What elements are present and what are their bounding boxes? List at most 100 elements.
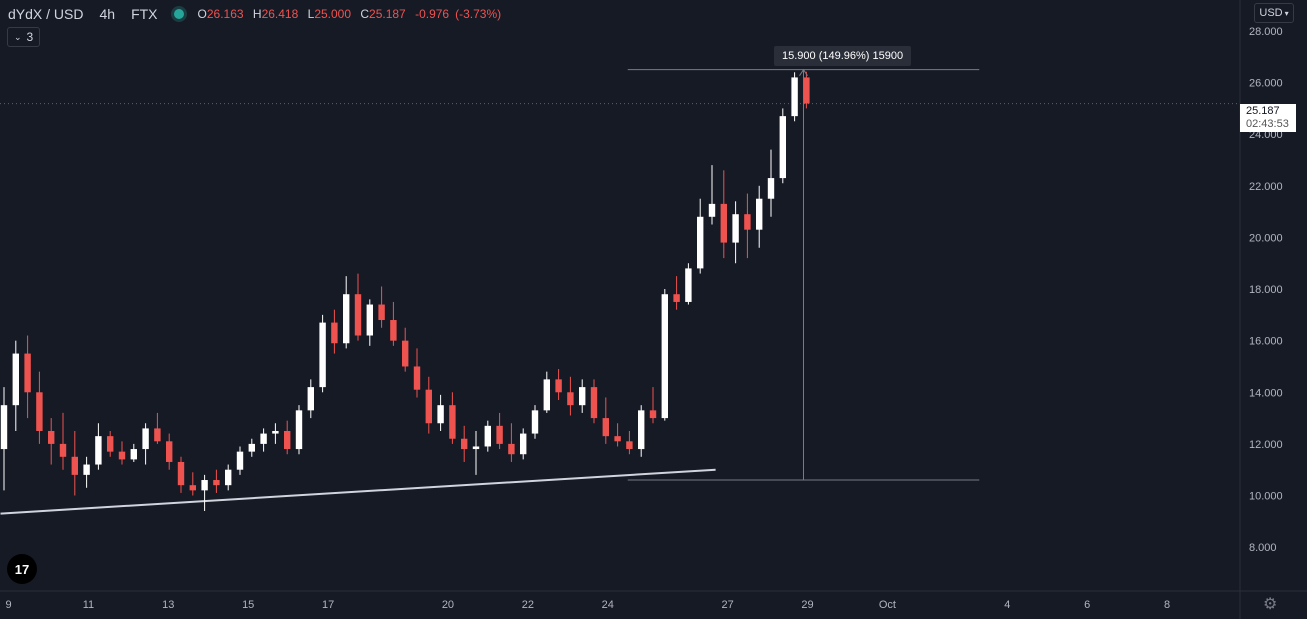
symbol-header: dYdX / USD 4h FTX O26.163 H26.418 L25.00…	[8, 5, 507, 23]
candle	[449, 392, 456, 444]
candle-body	[248, 443, 255, 452]
tradingview-logo[interactable]: 17	[7, 554, 37, 584]
candle	[236, 446, 244, 475]
measure-label[interactable]: 15.900 (149.96%) 15900	[774, 46, 912, 66]
candle-body	[767, 178, 775, 199]
candle	[272, 423, 279, 444]
candle	[602, 397, 609, 444]
indicators-toggle[interactable]: ⌄ 3	[7, 27, 41, 47]
current-price-label: 25.187 02:43:53	[1240, 104, 1296, 132]
candle-body	[95, 436, 102, 465]
candle-body	[272, 430, 279, 434]
candle	[531, 405, 539, 439]
candle	[567, 376, 574, 416]
change-value: -0.976	[415, 7, 450, 21]
candle	[95, 423, 102, 470]
candle	[201, 474, 208, 511]
ohlc-values: O26.163 H26.418 L25.000 C25.187 -0.976 (-…	[198, 7, 508, 21]
trend-layer	[0, 468, 716, 515]
time-tick-label: 4	[1004, 599, 1010, 611]
candle	[354, 273, 362, 341]
candle	[154, 412, 161, 444]
measure-arrow-icon	[799, 68, 808, 76]
candle-body	[225, 469, 232, 486]
price-tick-label: 8.000	[1249, 542, 1277, 554]
candle-body	[0, 405, 8, 450]
candle	[590, 379, 598, 424]
candle	[213, 469, 220, 493]
candle-body	[437, 405, 444, 424]
candle-body	[484, 425, 491, 447]
candle-body	[107, 436, 114, 452]
candle	[720, 170, 727, 259]
candle-body	[697, 216, 704, 269]
candle	[791, 72, 798, 122]
candle	[732, 201, 739, 264]
candle-body	[236, 451, 244, 470]
candles	[0, 71, 810, 511]
time-tick-label: 6	[1084, 599, 1090, 611]
candle-body	[366, 304, 373, 336]
candle-body	[260, 433, 267, 444]
symbol-name[interactable]: dYdX / USD	[8, 6, 84, 22]
exchange-label: FTX	[131, 6, 158, 22]
candle-body	[531, 410, 539, 434]
candle-body	[520, 433, 527, 455]
change-percent: (-3.73%)	[455, 7, 502, 21]
candle	[673, 276, 680, 310]
candle	[744, 193, 751, 259]
candle-body	[638, 410, 645, 450]
candle	[638, 405, 645, 457]
candle-body	[649, 410, 657, 419]
candle-body	[555, 379, 562, 393]
low-value: 25.000	[314, 7, 352, 21]
candle	[0, 387, 8, 491]
candle-body	[685, 268, 692, 302]
candle-body	[36, 392, 43, 431]
candle-body	[83, 464, 90, 475]
candle	[708, 165, 716, 225]
candle-body	[779, 116, 786, 179]
interval-label[interactable]: 4h	[99, 6, 116, 22]
candle-body	[154, 428, 161, 442]
currency-button[interactable]: USD ▾	[1254, 3, 1294, 23]
chevron-down-icon: ⌄	[14, 31, 22, 42]
time-tick-label: Oct	[879, 599, 896, 611]
candle-body	[71, 456, 78, 475]
candle	[307, 379, 314, 419]
time-tick-label: 24	[602, 599, 614, 611]
candle	[12, 340, 19, 431]
candle	[461, 425, 468, 462]
candle-body	[590, 387, 598, 419]
candle-body	[118, 451, 126, 460]
market-status-icon	[173, 9, 184, 19]
price-axis[interactable]: 8.000 10.000 12.000 14.000 16.000 18.000 20.00…	[1249, 26, 1283, 554]
price-tick-label: 26.000	[1249, 78, 1283, 90]
candle-body	[673, 294, 680, 302]
candle	[756, 185, 763, 248]
high-value: 26.418	[261, 7, 299, 21]
candle	[579, 379, 586, 413]
candle	[24, 335, 31, 419]
candle	[378, 286, 385, 328]
candle-body	[791, 77, 798, 117]
candle-body	[12, 353, 19, 406]
candle-body	[626, 441, 633, 450]
gear-icon[interactable]: ⚙	[1263, 596, 1278, 613]
candle-body	[189, 485, 196, 491]
candle-body	[378, 304, 385, 321]
candle-body	[579, 387, 586, 406]
candle	[697, 198, 704, 274]
candle	[331, 309, 338, 354]
candle-body	[461, 438, 468, 450]
candle-body	[614, 436, 621, 442]
candle-body	[449, 405, 456, 439]
candle	[36, 371, 43, 444]
candle	[555, 369, 562, 401]
candle	[177, 456, 185, 493]
candle	[767, 149, 775, 217]
time-axis[interactable]: 9 11 13 15 17 20 22 24 27 29 Oct 4 6 8	[5, 599, 1170, 611]
candle	[803, 71, 810, 109]
